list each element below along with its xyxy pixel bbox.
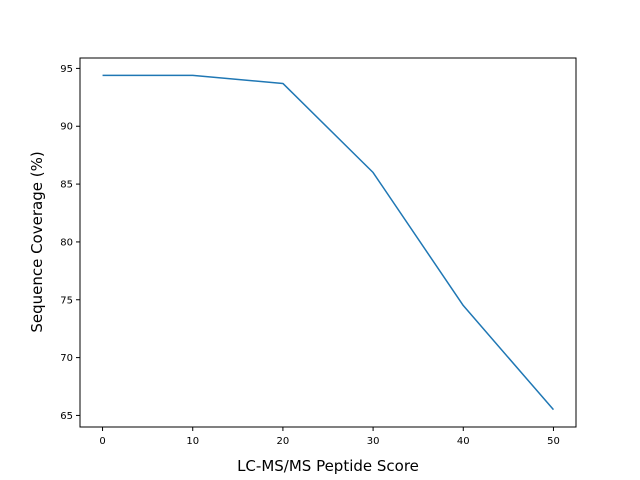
x-axis-label: LC-MS/MS Peptide Score [237, 457, 419, 475]
y-axis: 65 70 75 80 85 90 95 [60, 64, 80, 422]
y-tick-label: 90 [60, 122, 73, 133]
x-tick-label: 0 [99, 436, 105, 447]
x-tick-label: 40 [457, 436, 470, 447]
x-tick-label: 50 [547, 436, 560, 447]
y-tick-label: 65 [60, 411, 73, 422]
x-axis: 0 10 20 30 40 50 [99, 427, 560, 447]
y-axis-label: Sequence Coverage (%) [28, 151, 46, 332]
y-tick-label: 95 [60, 64, 73, 75]
y-tick-label: 80 [60, 237, 73, 248]
plot-layer [102, 74, 555, 411]
series-line [102, 74, 555, 411]
y-tick-label: 85 [60, 180, 73, 191]
x-tick-label: 20 [277, 436, 290, 447]
x-tick-label: 10 [186, 436, 199, 447]
y-tick-label: 75 [60, 295, 73, 306]
x-tick-label: 30 [367, 436, 380, 447]
y-tick-label: 70 [60, 353, 73, 364]
plot-frame [79, 57, 577, 428]
